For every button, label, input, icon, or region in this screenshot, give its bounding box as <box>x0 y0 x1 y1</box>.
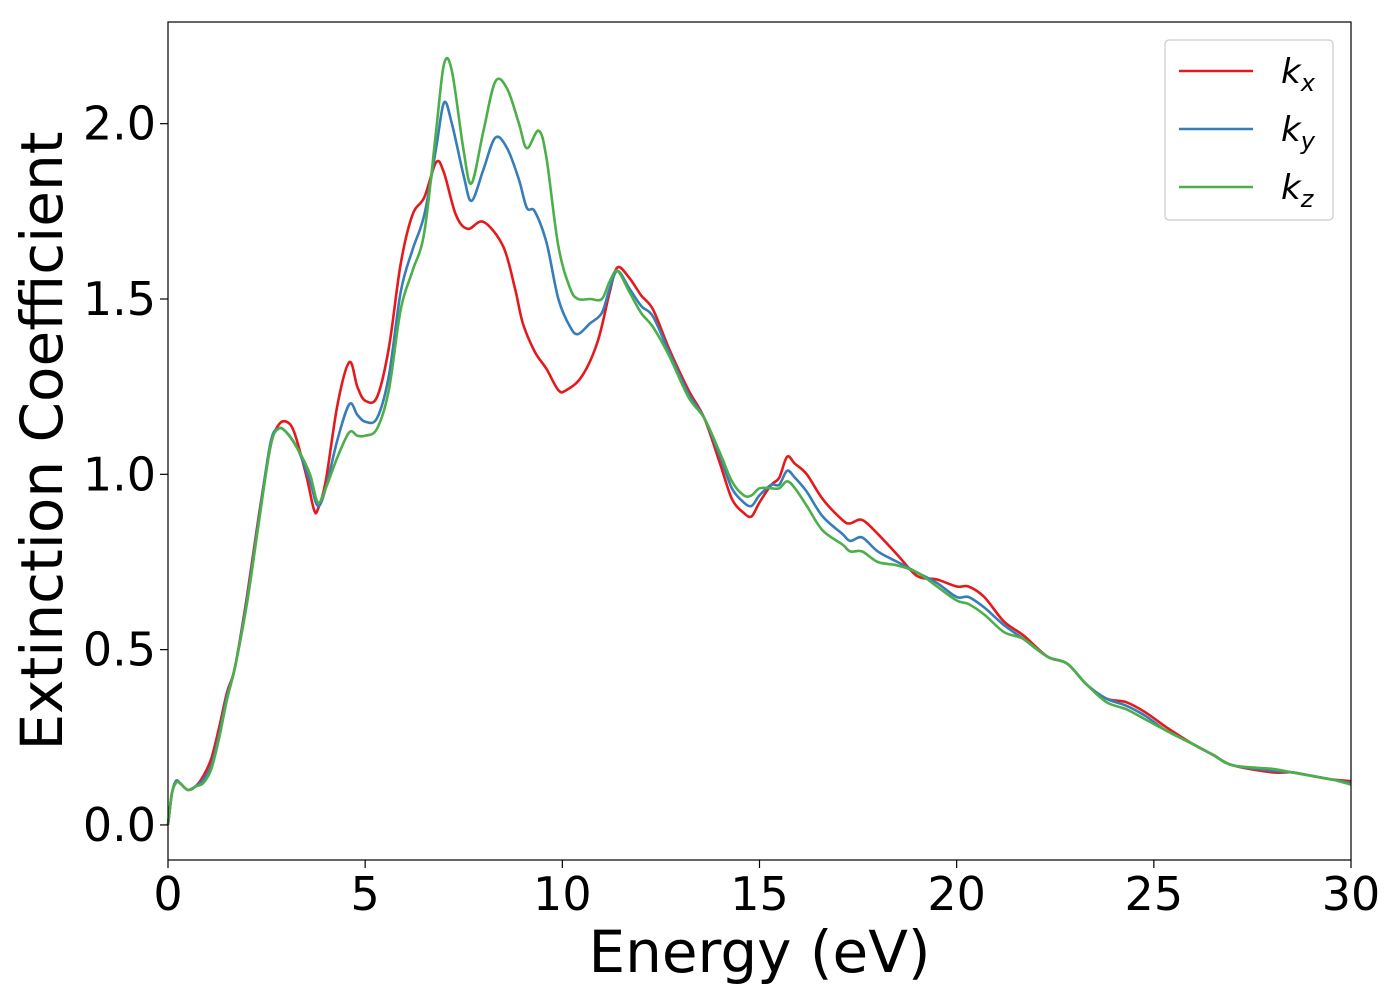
legend-label-kx: kx <box>1281 52 1316 97</box>
x-axis-label: Energy (eV) <box>588 918 930 986</box>
legend-label-ky: ky <box>1281 110 1316 155</box>
y-tick-label: 1.0 <box>83 447 156 501</box>
x-tick-label: 20 <box>927 867 986 921</box>
x-tick-label: 0 <box>153 867 182 921</box>
legend: kx ky kz <box>1164 39 1334 221</box>
x-tick-label: 25 <box>1125 867 1184 921</box>
series-line-kz <box>166 56 1352 826</box>
series-line-kx <box>166 159 1352 826</box>
y-tick-label: 2.0 <box>83 97 156 151</box>
x-tick-label: 30 <box>1322 867 1381 921</box>
legend-label-kz: kz <box>1281 168 1315 213</box>
x-tick-label: 5 <box>351 867 380 921</box>
series-lines <box>166 56 1352 826</box>
x-tick-label: 15 <box>730 867 789 921</box>
y-tick-label: 1.5 <box>83 272 156 326</box>
y-tick-label: 0.0 <box>83 798 156 852</box>
x-axis: 0 5 10 15 20 25 30 <box>153 860 1380 921</box>
y-tick-label: 0.5 <box>83 623 156 677</box>
y-axis-label: Extinction Coefficient <box>8 132 76 751</box>
x-tick-label: 10 <box>533 867 592 921</box>
y-axis: 0.0 0.5 1.0 1.5 2.0 <box>83 97 168 852</box>
